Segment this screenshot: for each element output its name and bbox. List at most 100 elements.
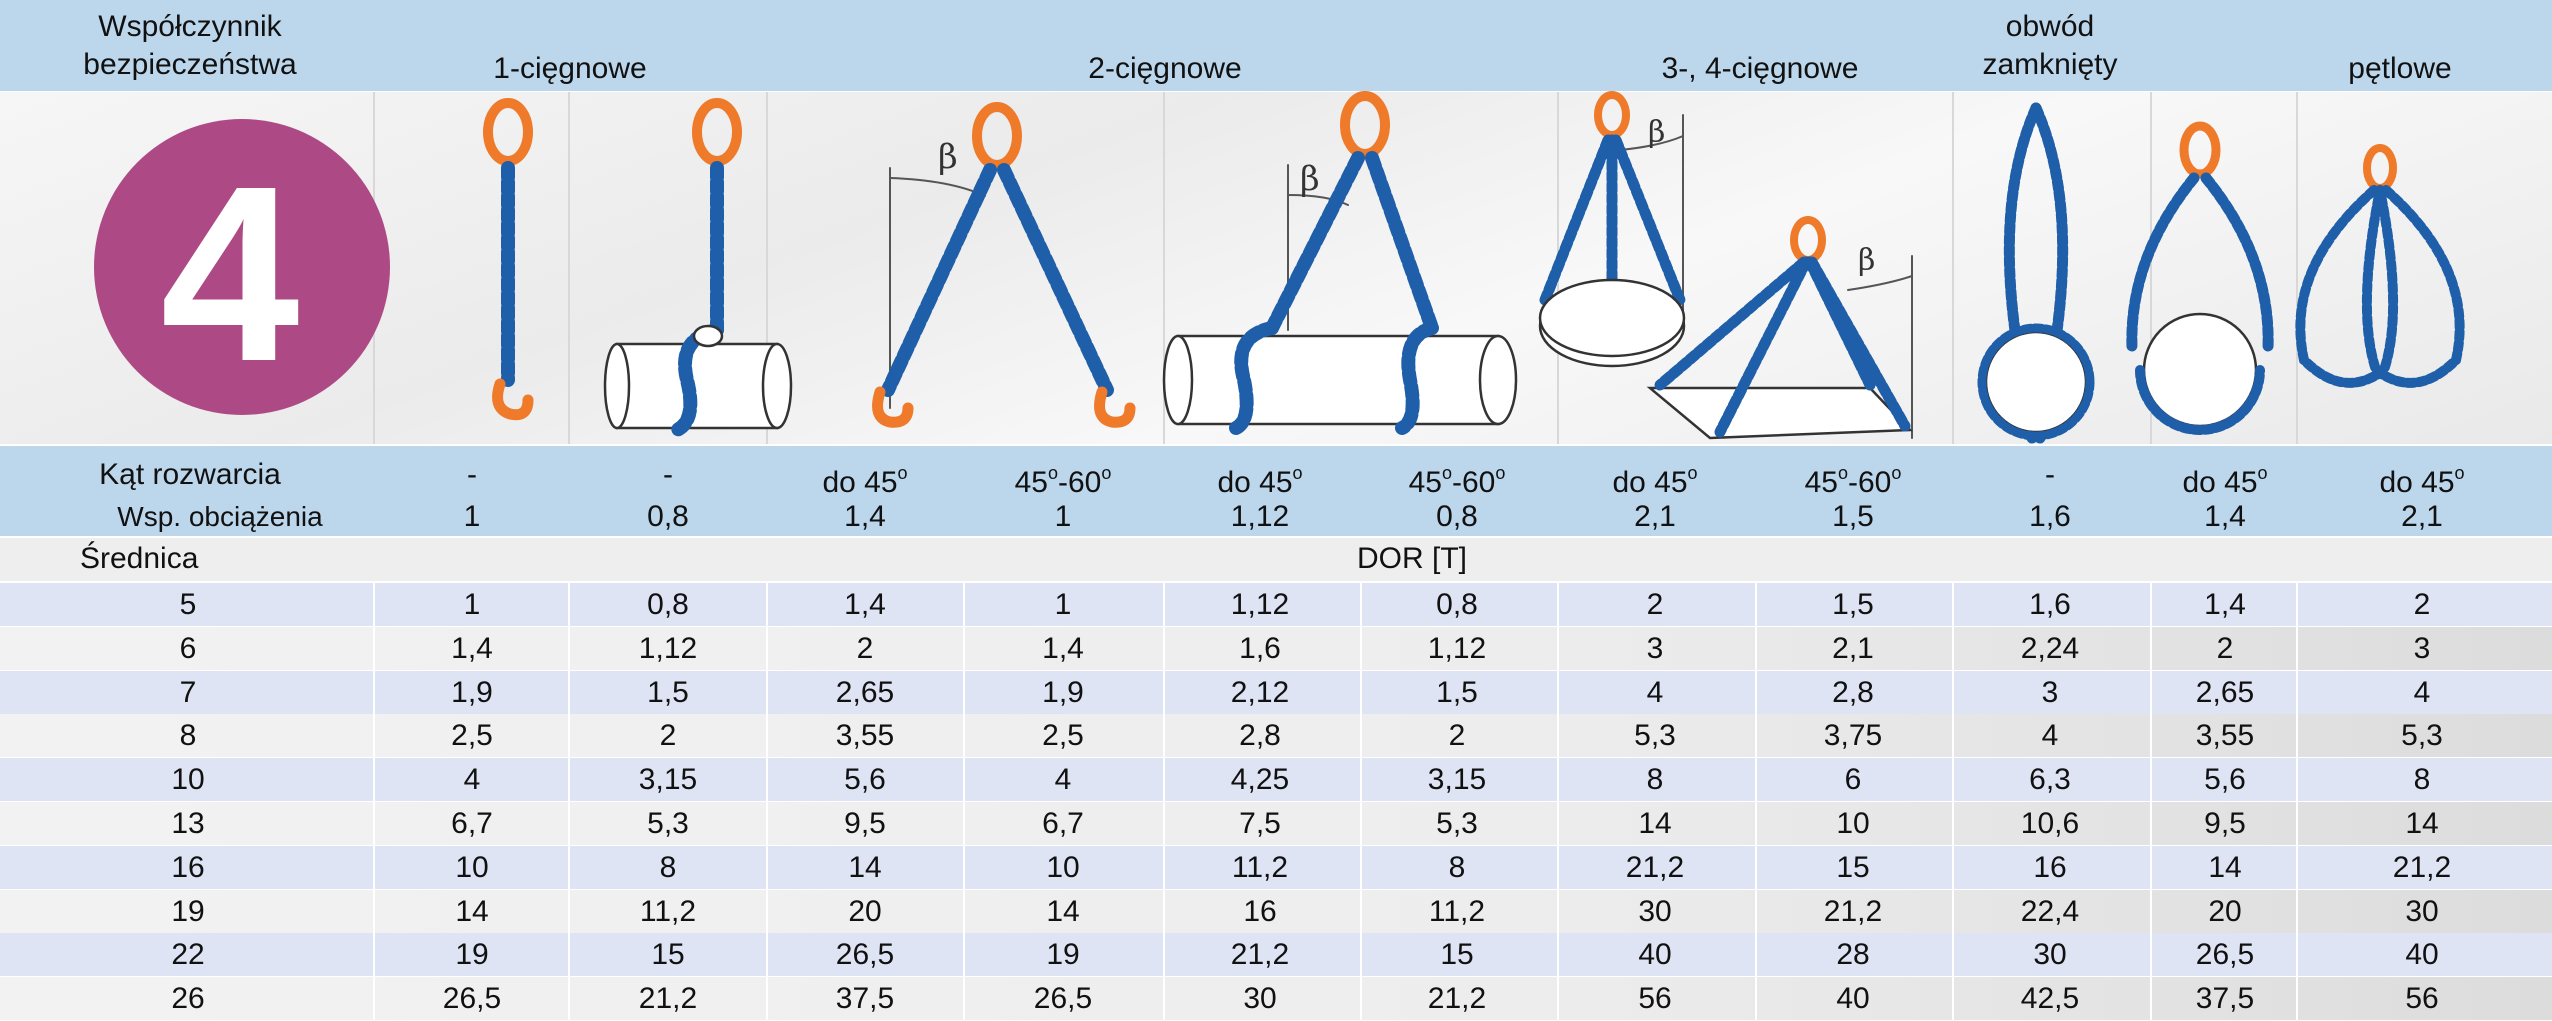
dor-cell: 8 [1646,763,1664,797]
loop-basket-sling-icon [2126,121,2274,435]
illus-divider [568,92,570,444]
dor-cell: 1,12 [1427,631,1487,665]
table-row: 13 6,7 5,3 9,5 6,7 7,5 5,3 14 10 10,6 9,5 14 [0,802,2552,845]
dor-cell: 14 [1046,894,1080,928]
dor-cell: 7,5 [1239,807,1281,840]
column-divider [1755,802,1757,845]
dor-cell: 21,2 [1625,850,1685,884]
column-divider [2296,583,2298,626]
dor-cell: 15 [1836,850,1870,884]
column-divider [568,845,570,889]
table-row: 19 14 11,2 20 14 16 11,2 30 21,2 22,4 20 30 [0,889,2552,933]
dor-cell: 1,9 [1042,675,1084,709]
illus-divider [1952,92,1954,444]
dor-cell: 10,6 [2020,807,2080,840]
dor-cell: 19 [1046,938,1080,972]
column-divider [1755,845,1757,889]
column-divider [1360,670,1362,714]
column-divider [2296,802,2298,845]
dor-cell: 40 [2405,938,2439,972]
angle-beta-label: β [1648,115,1665,150]
dor-cell: 5,3 [647,807,689,840]
dor-cell: 1,4 [451,631,493,665]
angle-beta-label: β [1858,243,1875,278]
table-row: 5 1 0,8 1,4 1 1,12 0,8 2 1,5 1,6 1,4 2 [0,583,2552,626]
dor-label: DOR [T] [1357,542,1467,575]
column-divider [1755,583,1757,626]
dor-cell: 28 [1836,938,1870,972]
dor-cell: 15 [651,938,685,972]
dor-cell: 1,4 [2204,588,2246,621]
column-divider [2296,977,2298,1021]
load-factor-value: 2,1 [2401,500,2443,533]
diameter-cell: 6 [179,631,197,665]
dor-cell: 2 [659,719,677,753]
column-divider [2296,889,2298,933]
dor-cell: 1,5 [1832,588,1874,621]
column-divider [1163,626,1165,670]
load-factor-value: 1,5 [1832,500,1874,533]
column-divider [2150,670,2152,714]
table-header-row [0,538,2552,581]
single-leg-choke-icon [603,98,793,437]
dor-cell: 8 [2413,763,2431,797]
column-divider [2150,626,2152,670]
column-divider [568,583,570,626]
column-divider [2150,714,2152,758]
column-divider [1360,626,1362,670]
column-divider [963,758,965,802]
table-row: 7 1,9 1,5 2,65 1,9 2,12 1,5 4 2,8 3 2,65 4 [0,670,2552,714]
two-leg-cylinder-sling-icon [1162,91,1518,435]
column-divider [1360,583,1362,626]
column-divider [1557,626,1559,670]
dor-cell: 42,5 [2020,982,2080,1016]
dor-cell: 20 [848,894,882,928]
dor-cell: 1,9 [451,675,493,709]
column-divider [963,670,965,714]
dor-cell: 2 [2216,631,2234,665]
dor-cell: 1,6 [1239,631,1281,665]
column-divider [1557,802,1559,845]
dor-cell: 11,2 [639,894,697,928]
column-divider [1163,889,1165,933]
dor-cell: 15 [1440,938,1474,972]
dor-cell: 37,5 [835,982,895,1016]
dor-cell: 6,3 [2029,763,2071,797]
dor-cell: 2 [1646,588,1664,621]
illus-divider [1163,92,1165,444]
dor-cell: 21,2 [1230,938,1290,972]
column-divider [568,714,570,758]
dor-cell: 2,24 [2020,631,2080,665]
load-factor-value: 0,8 [647,500,689,533]
dor-cell: 3 [2413,631,2431,665]
column-divider [1557,714,1559,758]
column-divider [1952,802,1954,845]
dor-cell: 2,12 [1230,675,1290,709]
factor-label: Współczynnik bezpieczeństwa [83,10,297,81]
load-factor-value: 0,8 [1436,500,1478,533]
dor-cell: 10 [455,850,489,884]
dor-cell: 30 [1638,894,1672,928]
diameter-cell: 8 [179,719,197,753]
diameter-cell: 10 [171,763,205,797]
dor-cell: 1 [463,588,481,621]
dor-cell: 3,75 [1823,719,1883,753]
illus-divider [2296,92,2298,444]
group-label-single: 1-cięgnowe [493,52,647,85]
column-divider [2296,933,2298,977]
single-leg-sling-icon [483,98,534,421]
column-divider [1360,758,1362,802]
column-divider [568,933,570,977]
dor-cell: 2,65 [835,675,895,709]
angle-value: 45o-60o [1014,463,1112,499]
column-divider [1557,933,1559,977]
load-factor-label: Wsp. obciążenia [117,501,323,532]
dor-cell: 5,3 [1634,719,1676,753]
column-divider [2150,977,2152,1021]
column-divider [1952,583,1954,626]
angle-value: do 45o [2379,463,2465,499]
column-divider [2296,626,2298,670]
diameter-cell: 19 [171,894,205,928]
column-divider [1952,670,1954,714]
column-divider [1952,977,1954,1021]
